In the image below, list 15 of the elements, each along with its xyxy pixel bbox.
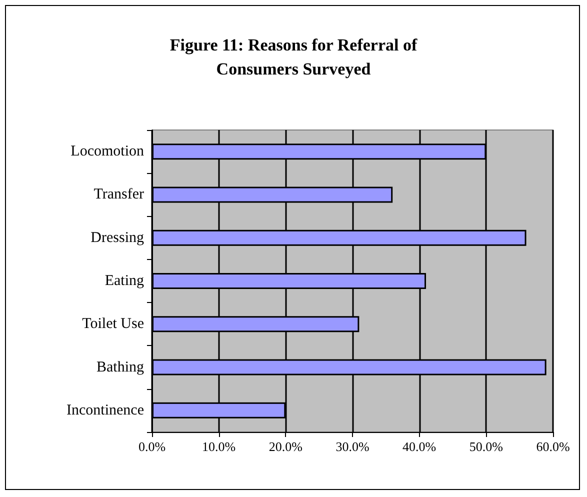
x-tick-label: 10.0% — [202, 439, 236, 454]
y-tick-label: Locomotion — [70, 144, 144, 160]
chart-title: Figure 11: Reasons for Referral of Consumers Surveyed — [170, 36, 418, 78]
x-tick-label: 40.0% — [402, 439, 436, 454]
y-tick-label: Bathing — [96, 359, 144, 376]
x-tick-label: 30.0% — [336, 439, 370, 454]
x-tick-label: 60.0% — [536, 439, 570, 454]
y-tick-label: Toilet Use — [82, 316, 144, 332]
x-tick-label: 20.0% — [268, 439, 303, 454]
y-tick-label: Dressing — [90, 230, 144, 246]
x-tick-label: 50.0% — [469, 439, 504, 454]
x-tick-label: 0.0% — [138, 439, 166, 454]
y-tick-label: Incontinence — [66, 402, 144, 418]
y-tick-label: Transfer — [94, 186, 144, 203]
y-tick-label: Eating — [104, 273, 144, 289]
